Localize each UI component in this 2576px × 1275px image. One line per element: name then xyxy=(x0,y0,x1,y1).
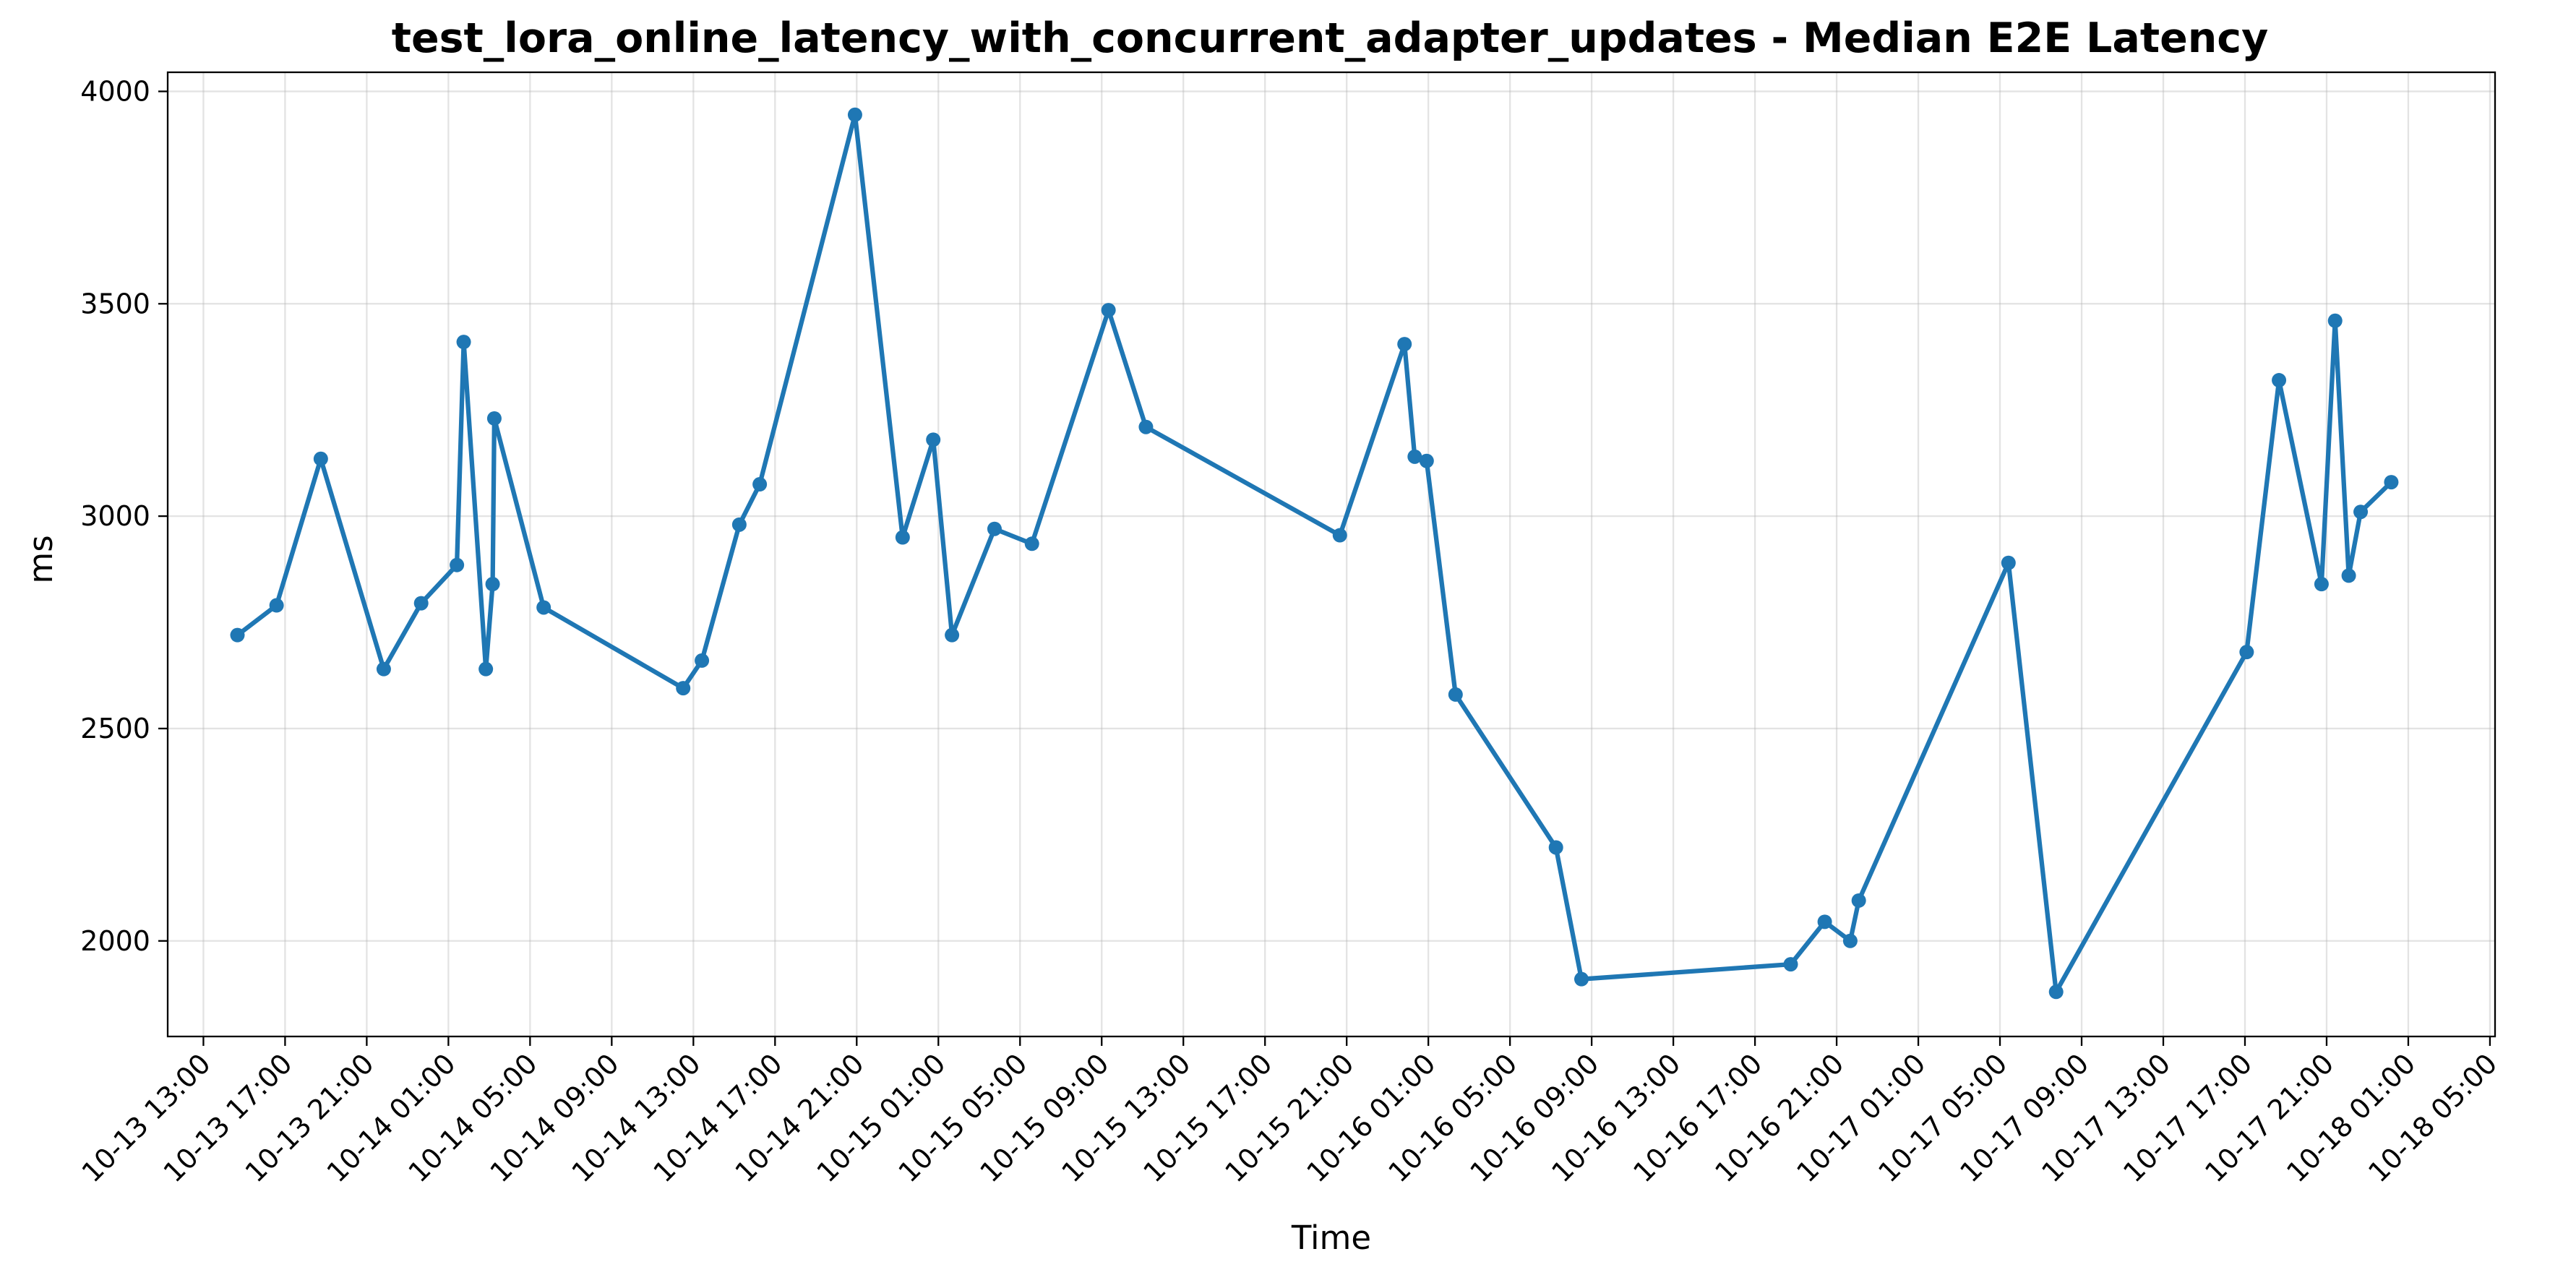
data-point xyxy=(2048,984,2064,1000)
data-point xyxy=(926,432,941,447)
chart-title: test_lora_online_latency_with_concurrent… xyxy=(392,14,2269,62)
data-point xyxy=(230,627,245,643)
data-point xyxy=(478,661,494,677)
data-point xyxy=(676,681,691,696)
data-point xyxy=(1548,840,1563,855)
data-point xyxy=(2327,313,2343,328)
data-point xyxy=(1419,453,1434,468)
data-point xyxy=(313,451,328,466)
data-point xyxy=(847,107,862,122)
y-tick-label: 3500 xyxy=(80,288,150,319)
data-point xyxy=(2384,475,2399,490)
y-axis-label: ms xyxy=(22,535,60,583)
data-point xyxy=(269,598,284,613)
grid xyxy=(168,72,2495,1036)
data-point xyxy=(2314,577,2329,592)
data-point xyxy=(1851,893,1866,908)
data-point xyxy=(376,661,391,677)
data-point xyxy=(1783,957,1798,972)
data-point xyxy=(1842,933,1858,948)
data-point xyxy=(1407,449,1422,464)
data-point xyxy=(486,411,502,426)
data-point xyxy=(752,477,768,492)
data-point xyxy=(450,557,465,572)
data-point xyxy=(2353,505,2369,520)
data-point xyxy=(1101,303,1116,318)
data-point xyxy=(1397,337,1412,352)
data-point xyxy=(1332,528,1347,543)
data-point xyxy=(945,627,960,643)
data-point xyxy=(895,530,910,545)
x-axis-label: Time xyxy=(1291,1219,1371,1257)
data-point xyxy=(2341,568,2356,583)
data-point xyxy=(695,653,710,668)
y-tick-label: 4000 xyxy=(80,75,150,107)
data-point xyxy=(1448,687,1463,702)
data-point xyxy=(536,600,551,615)
data-point xyxy=(413,596,429,611)
series-layer xyxy=(230,107,2399,1000)
data-point xyxy=(1817,914,1832,930)
plot-frame xyxy=(166,71,2496,1038)
y-tick-label: 2500 xyxy=(80,713,150,744)
data-point xyxy=(1024,536,1039,551)
data-point xyxy=(2239,645,2254,660)
data-point xyxy=(1138,419,1154,434)
y-axis-ticks: 2000 2500 3000 3500 4000 xyxy=(80,75,168,957)
data-point xyxy=(731,517,747,532)
data-point xyxy=(456,335,471,350)
data-point xyxy=(2272,373,2287,388)
y-tick-label: 2000 xyxy=(80,925,150,957)
data-point xyxy=(2001,555,2016,570)
data-point xyxy=(485,577,500,592)
y-tick-label: 3000 xyxy=(80,500,150,532)
data-point xyxy=(1574,971,1589,987)
data-point xyxy=(987,521,1002,536)
